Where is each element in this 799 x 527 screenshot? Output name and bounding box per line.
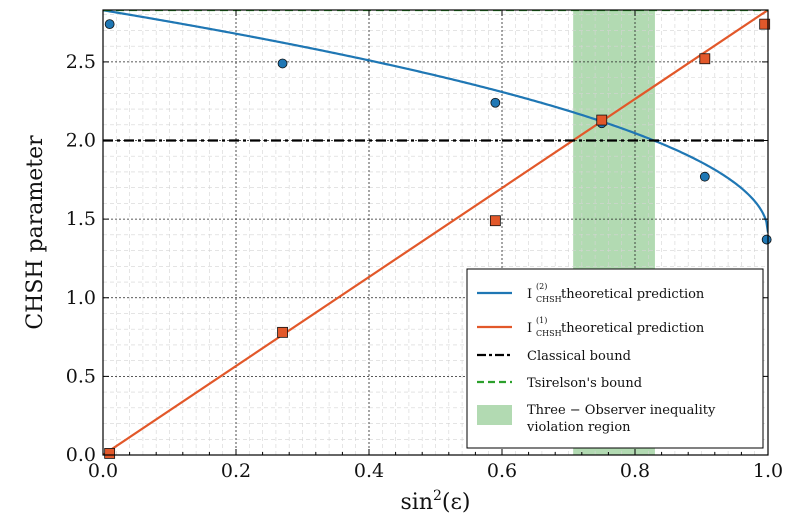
legend-label-sup: (2): [536, 282, 547, 291]
legend-label-region-line2: violation region: [526, 420, 631, 435]
y-tick-label: 2.0: [66, 130, 96, 152]
y-tick-label: 0.5: [66, 365, 96, 387]
x-tick-label: 0.6: [487, 460, 517, 482]
x-axis-label: sin2(ε): [401, 488, 471, 515]
axes-frame: [102, 9, 769, 456]
legend-box: [466, 268, 764, 449]
legend-label-sub: CHSH: [536, 329, 562, 338]
legend-swatch-region: [477, 405, 512, 425]
i2-data-point: [699, 171, 710, 182]
x-tick-label: 0.8: [620, 460, 650, 482]
x-tick-label: 1.0: [753, 460, 783, 482]
x-tick-label: 0.4: [354, 460, 384, 482]
x-tick-label: 0.0: [88, 460, 118, 482]
legend-label: Classical bound: [527, 349, 631, 364]
i1-data-point: [104, 448, 116, 459]
y-tick-label: 1.5: [66, 208, 96, 230]
legend-label: Tsirelson's bound: [527, 376, 642, 391]
i1-prediction-line: [103, 10, 768, 455]
i2-data-point: [104, 19, 115, 30]
legend-label-main: I: [527, 287, 532, 302]
x-tick-label: 0.2: [221, 460, 251, 482]
y-tick-label: 1.0: [66, 287, 96, 309]
i1-data-point: [596, 114, 608, 126]
legend-label-sup: (1): [536, 316, 547, 325]
i1-data-point: [759, 18, 771, 30]
i2-prediction-curve: [103, 10, 768, 233]
i1-data-point: [277, 326, 288, 338]
x-axis-label-argument: (ε): [442, 490, 471, 515]
legend-label-rest: theoretical prediction: [561, 287, 705, 302]
i1-data-point: [489, 215, 501, 227]
i2-data-point: [277, 58, 288, 69]
legend-label-rest: theoretical prediction: [561, 321, 705, 336]
legend-label-sub: CHSH: [536, 295, 562, 304]
legend-label-region-line1: Three − Observer inequality: [527, 403, 716, 418]
plot-lines: [103, 10, 768, 455]
y-axis-label: CHSH parameter: [23, 135, 48, 330]
legend-label-main: I: [527, 321, 532, 336]
legend-label: I: [527, 287, 532, 302]
x-axis-label-base: sin: [401, 490, 434, 515]
i2-data-point: [490, 97, 501, 108]
i2-data-point: [761, 234, 772, 245]
legend-label: I: [527, 321, 532, 336]
y-tick-label: 0.0: [66, 444, 96, 466]
x-axis-label-exponent: 2: [433, 488, 442, 504]
y-tick-label: 2.5: [66, 51, 96, 73]
i1-data-point: [699, 53, 711, 65]
